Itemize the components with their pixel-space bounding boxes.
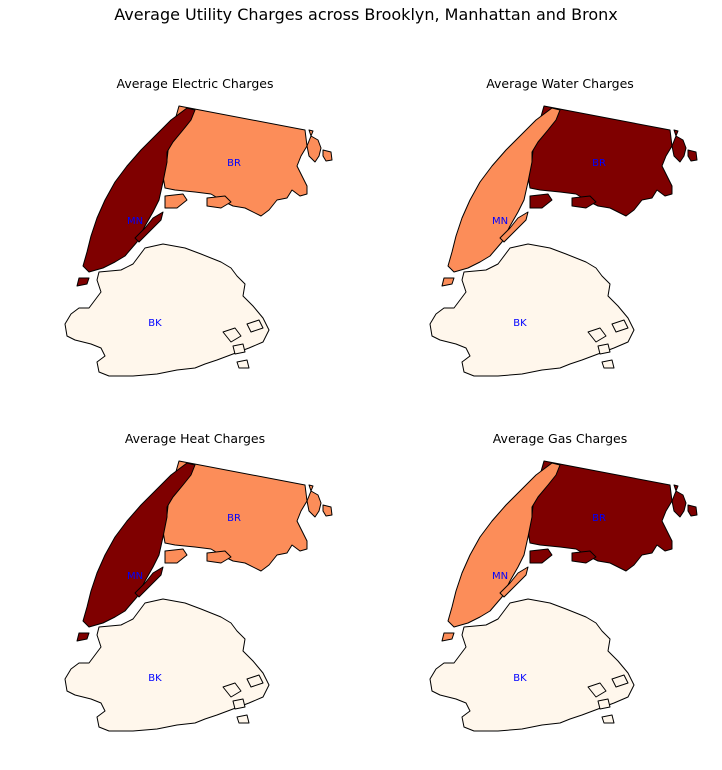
manhattan-region (441, 632, 455, 642)
bronx-island (308, 129, 314, 137)
panel-title: Average Electric Charges (116, 76, 274, 91)
manhattan-region (82, 107, 196, 273)
manhattan-region (134, 566, 164, 598)
brooklyn-region (611, 319, 629, 333)
bronx-island (673, 484, 679, 492)
choropleth-map: BR MN BK (64, 105, 333, 377)
bronx-island (687, 149, 698, 162)
manhattan-label: MN (492, 216, 508, 227)
bronx-island (687, 504, 698, 517)
map-panel-gas: Average Gas Charges BR MN BK (410, 431, 710, 741)
manhattan-region (76, 632, 90, 642)
brooklyn-region (587, 682, 607, 698)
bronx-island (306, 135, 322, 163)
brooklyn-island (232, 343, 246, 355)
brooklyn-island (601, 359, 615, 369)
brooklyn-region (64, 243, 270, 377)
bronx-island (671, 490, 687, 518)
brooklyn-region (587, 327, 607, 343)
brooklyn-island (236, 359, 250, 369)
brooklyn-label: BK (148, 318, 162, 329)
brooklyn-region (246, 319, 264, 333)
bronx-island (206, 550, 232, 564)
bronx-island (673, 129, 679, 137)
bronx-region (164, 548, 188, 564)
bronx-region (529, 548, 553, 564)
bronx-island (571, 195, 597, 209)
brooklyn-island (597, 343, 611, 355)
choropleth-map: BR MN BK (64, 460, 333, 732)
map-panel-heat: Average Heat Charges BR MN BK (45, 431, 345, 741)
manhattan-label: MN (127, 216, 143, 227)
brooklyn-label: BK (513, 673, 527, 684)
panel-title: Average Water Charges (486, 76, 634, 91)
brooklyn-region (246, 674, 264, 688)
figure-title: Average Utility Charges across Brooklyn,… (114, 5, 618, 24)
bronx-island (322, 149, 333, 162)
bronx-island (571, 550, 597, 564)
brooklyn-region (222, 327, 242, 343)
bronx-island (306, 490, 322, 518)
manhattan-region (447, 107, 561, 273)
brooklyn-region (429, 598, 635, 732)
brooklyn-island (597, 698, 611, 710)
bronx-label: BR (592, 513, 606, 524)
manhattan-label: MN (127, 571, 143, 582)
brooklyn-region (64, 598, 270, 732)
brooklyn-region (611, 674, 629, 688)
choropleth-map: BR MN BK (429, 105, 698, 377)
brooklyn-region (222, 682, 242, 698)
manhattan-region (499, 211, 529, 243)
bronx-label: BR (227, 158, 241, 169)
bronx-region (164, 193, 188, 209)
brooklyn-label: BK (513, 318, 527, 329)
choropleth-map: BR MN BK (429, 460, 698, 732)
brooklyn-island (601, 714, 615, 724)
bronx-island (308, 484, 314, 492)
map-panel-electric: Average Electric Charges BR MN BK (45, 76, 345, 386)
manhattan-region (499, 566, 529, 598)
bronx-label: BR (227, 513, 241, 524)
manhattan-region (134, 211, 164, 243)
panel-title: Average Gas Charges (492, 431, 628, 446)
brooklyn-label: BK (148, 673, 162, 684)
panel-title: Average Heat Charges (124, 431, 266, 446)
brooklyn-region (429, 243, 635, 377)
manhattan-region (82, 462, 196, 628)
manhattan-region (447, 462, 561, 628)
bronx-label: BR (592, 158, 606, 169)
manhattan-region (441, 277, 455, 287)
brooklyn-island (232, 698, 246, 710)
manhattan-region (76, 277, 90, 287)
bronx-island (671, 135, 687, 163)
map-panel-water: Average Water Charges BR MN BK (410, 76, 710, 386)
bronx-region (529, 193, 553, 209)
bronx-island (322, 504, 333, 517)
manhattan-label: MN (492, 571, 508, 582)
brooklyn-island (236, 714, 250, 724)
bronx-island (206, 195, 232, 209)
